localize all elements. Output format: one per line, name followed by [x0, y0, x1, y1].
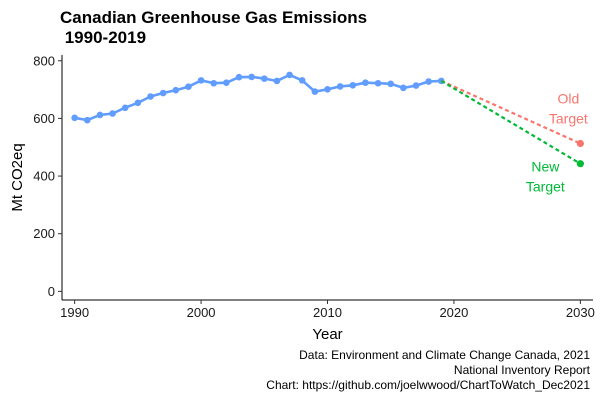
data-point-2018	[425, 78, 432, 85]
target-point-old-target	[576, 139, 584, 148]
data-point-2001	[210, 79, 218, 87]
caption-line-1: Data: Environment and Climate Change Can…	[299, 348, 590, 362]
chart-caption: Data: Environment and Climate Change Can…	[266, 348, 590, 393]
axes: 1990 2000 2010 2020 2030 0 200 400 600 800	[33, 53, 595, 320]
y-axis-title: Mt CO2eq	[9, 143, 26, 211]
data-point-2004	[248, 73, 255, 81]
x-tick-label: 2010	[313, 305, 342, 320]
data-point-2005	[260, 75, 268, 82]
data-point-2012	[349, 81, 357, 89]
data-point-2002	[223, 79, 230, 86]
caption-line-3: Chart: https://github.com/joelwwood/Char…	[266, 378, 590, 392]
data-point-1991	[83, 116, 91, 124]
data-point-1990	[71, 114, 78, 122]
x-tick-label: 2020	[439, 305, 468, 320]
data-point-2000	[197, 77, 205, 84]
data-point-2016	[400, 84, 407, 92]
data-point-2008	[298, 77, 306, 84]
y-tick-label: 200	[33, 226, 55, 241]
y-tick-label: 0	[48, 284, 55, 299]
series-line-old-target	[440, 79, 581, 145]
data-point-2015	[387, 80, 395, 88]
data-point-1992	[96, 111, 104, 119]
x-tick-label: 2000	[187, 305, 216, 320]
annotation-new-target-line-1: New	[531, 159, 560, 175]
data-point-2013	[362, 79, 369, 86]
x-tick-label: 2030	[566, 305, 595, 320]
chart-labels: Year Mt CO2eq Old Target New Target	[9, 90, 588, 343]
data-point-1997	[159, 89, 167, 97]
data-point-1999	[185, 83, 192, 91]
data-point-1998	[172, 86, 180, 94]
data-point-2007	[286, 71, 293, 79]
x-axis-title: Year	[312, 326, 342, 343]
data-point-1994	[121, 104, 129, 112]
data-point-2017	[412, 82, 420, 89]
y-tick-label: 400	[33, 169, 55, 184]
target-point-new-target	[576, 160, 584, 168]
y-tick-label: 800	[33, 53, 55, 68]
data-point-2003	[235, 73, 243, 81]
data-point-1996	[147, 93, 154, 100]
data-point-2006	[273, 77, 281, 85]
title-line-2: 1990-2019	[60, 28, 147, 47]
data-point-2014	[374, 79, 382, 87]
series-line-historical	[74, 73, 442, 122]
annotation-old-target-line-2: Target	[549, 110, 588, 126]
series-line-new-target	[440, 79, 581, 165]
data-point-2009	[311, 88, 319, 95]
data-point-2010	[324, 86, 331, 93]
data-point-1993	[109, 110, 116, 117]
annotation-old-target-line-1: Old	[557, 90, 579, 106]
annotation-new-target-line-2: Target	[526, 179, 565, 195]
data-point-2011	[336, 83, 344, 90]
title-line-1: Canadian Greenhouse Gas Emissions	[60, 8, 368, 27]
data-point-1995	[134, 99, 142, 107]
y-tick-label: 600	[33, 111, 55, 126]
x-tick-label: 1990	[60, 305, 89, 320]
chart-marks	[71, 71, 584, 168]
caption-line-2: National Inventory Report	[453, 363, 590, 377]
chart-title: Canadian Greenhouse Gas Emissions 1990-2…	[60, 8, 367, 48]
